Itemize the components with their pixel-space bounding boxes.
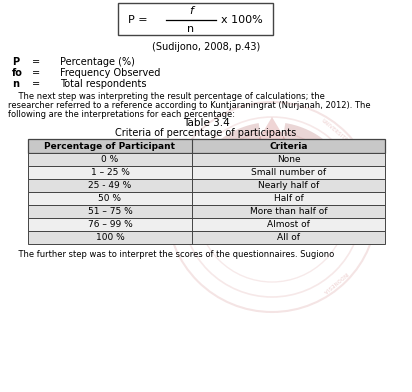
Text: Percentage of Participant: Percentage of Participant (44, 142, 176, 151)
Bar (118, 3, 273, 35)
Text: =: = (32, 57, 40, 67)
Text: 50 %: 50 % (98, 194, 122, 203)
Text: Percentage (%): Percentage (%) (60, 57, 135, 67)
Text: 76 – 99 %: 76 – 99 % (88, 220, 132, 229)
Text: All of: All of (277, 233, 300, 242)
Polygon shape (187, 123, 266, 207)
Text: None: None (277, 155, 300, 164)
Text: Criteria of percentage of participants: Criteria of percentage of participants (115, 128, 297, 138)
Polygon shape (278, 123, 357, 207)
Bar (28, 218, 385, 231)
Text: Almost of: Almost of (267, 220, 310, 229)
Text: x 100%: x 100% (221, 15, 263, 25)
Text: =: = (32, 79, 40, 89)
Bar (28, 179, 385, 192)
Text: (Sudijono, 2008, p.43): (Sudijono, 2008, p.43) (152, 42, 260, 52)
Text: =: = (32, 68, 40, 78)
Text: Half of: Half of (274, 194, 303, 203)
Text: UNIVERSITAS: UNIVERSITAS (319, 118, 351, 145)
Text: Nearly half of: Nearly half of (258, 181, 319, 190)
Text: Criteria: Criteria (269, 142, 308, 151)
Text: PENDIDIKAN: PENDIDIKAN (171, 190, 176, 224)
Polygon shape (254, 117, 290, 227)
Text: Table 3.4: Table 3.4 (183, 118, 229, 128)
Text: 100 %: 100 % (96, 233, 124, 242)
Bar (28, 166, 385, 179)
Bar (28, 231, 385, 244)
Text: Frequency Observed: Frequency Observed (60, 68, 160, 78)
Text: INDONESIA: INDONESIA (321, 270, 349, 294)
Bar (28, 205, 385, 218)
Text: fo: fo (12, 68, 23, 78)
Circle shape (194, 231, 206, 243)
Text: n: n (187, 24, 194, 34)
Text: More than half of: More than half of (250, 207, 327, 216)
Text: following are the interpretations for each percentage:: following are the interpretations for ea… (8, 110, 235, 119)
Text: 0 %: 0 % (101, 155, 119, 164)
Text: P: P (12, 57, 19, 67)
Text: The further step was to interpret the scores of the questionnaires. Sugiono: The further step was to interpret the sc… (8, 250, 334, 259)
Text: The next step was interpreting the result percentage of calculations; the: The next step was interpreting the resul… (8, 92, 325, 101)
Bar (28, 192, 385, 205)
Text: 51 – 75 %: 51 – 75 % (88, 207, 132, 216)
Text: n: n (12, 79, 19, 89)
Text: f: f (189, 6, 193, 16)
Text: 1 – 25 %: 1 – 25 % (91, 168, 129, 177)
Text: 25 - 49 %: 25 - 49 % (89, 181, 131, 190)
Text: P =: P = (128, 15, 147, 25)
Bar (28, 139, 385, 153)
Text: Small number of: Small number of (251, 168, 326, 177)
Bar (28, 153, 385, 166)
Text: researcher referred to a reference according to Kuntjaraningrat (Nurjanah, 2012): researcher referred to a reference accor… (8, 101, 371, 110)
Text: Total respondents: Total respondents (60, 79, 147, 89)
